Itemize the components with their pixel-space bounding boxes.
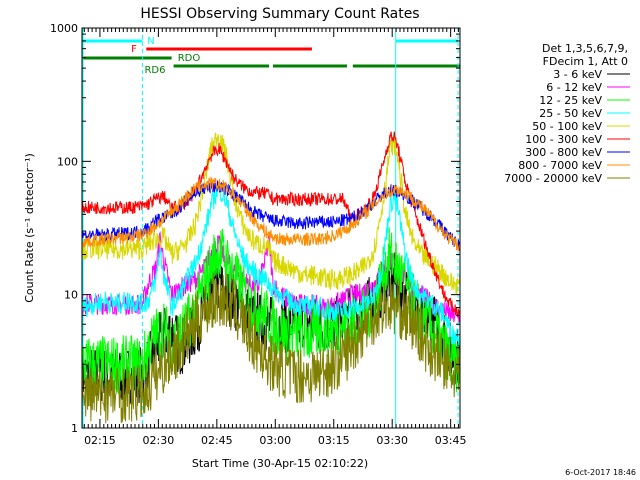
y-axis-label: Count Rate (s⁻¹ detector⁻¹) [23, 153, 36, 303]
chart-title: HESSI Observing Summary Count Rates [140, 6, 419, 22]
flag-label-n: N [147, 36, 154, 47]
series-lines [81, 131, 461, 424]
x-tick-label: 02:45 [201, 434, 233, 447]
legend: Det 1,3,5,6,7,9,FDecim 1, Att 03 - 6 keV… [504, 42, 630, 185]
legend-label-4: 50 - 100 keV [532, 120, 602, 133]
footer-date: 6-Oct-2017 18:46 [565, 468, 636, 477]
flag-label-rdo: RDO [178, 53, 201, 64]
flag-label-rd6: RD6 [144, 65, 165, 76]
y-tick-label: 1000 [50, 22, 78, 35]
y-axis-ticks: 1 10 100 1000 [50, 22, 460, 435]
series-line-3 [81, 180, 461, 346]
legend-label-7: 800 - 7000 keV [518, 159, 602, 172]
legend-label-2: 12 - 25 keV [539, 94, 602, 107]
y-tick-label: 10 [64, 289, 78, 302]
series-line-8 [81, 272, 461, 424]
observing-flags: NF RDO RD6 [82, 36, 460, 76]
legend-label-5: 100 - 300 keV [525, 133, 602, 146]
legend-header-1: FDecim 1, Att 0 [543, 55, 628, 68]
x-tick-label: 03:15 [318, 434, 350, 447]
flag-label-f: F [131, 44, 137, 55]
legend-label-1: 6 - 12 keV [546, 81, 602, 94]
legend-header-0: Det 1,3,5,6,7,9, [542, 42, 628, 55]
x-axis-ticks: 02:15 02:30 02:45 03:00 03:15 03:30 03:45 [83, 28, 467, 447]
series-line-7 [81, 176, 461, 253]
x-tick-label: 03:30 [376, 434, 408, 447]
x-tick-label: 02:15 [84, 434, 116, 447]
legend-label-8: 7000 - 20000 keV [504, 172, 602, 185]
y-tick-label: 1 [71, 422, 78, 435]
series-line-5 [81, 131, 461, 318]
series-line-4 [81, 132, 461, 295]
x-tick-label: 03:45 [435, 434, 467, 447]
x-tick-label: 03:00 [259, 434, 291, 447]
legend-label-6: 300 - 800 keV [525, 146, 602, 159]
legend-label-3: 25 - 50 keV [539, 107, 602, 120]
y-tick-label: 100 [57, 155, 78, 168]
x-tick-label: 02:30 [143, 434, 175, 447]
x-axis-label: Start Time (30-Apr-15 02:10:22) [192, 457, 368, 470]
legend-label-0: 3 - 6 keV [553, 68, 602, 81]
